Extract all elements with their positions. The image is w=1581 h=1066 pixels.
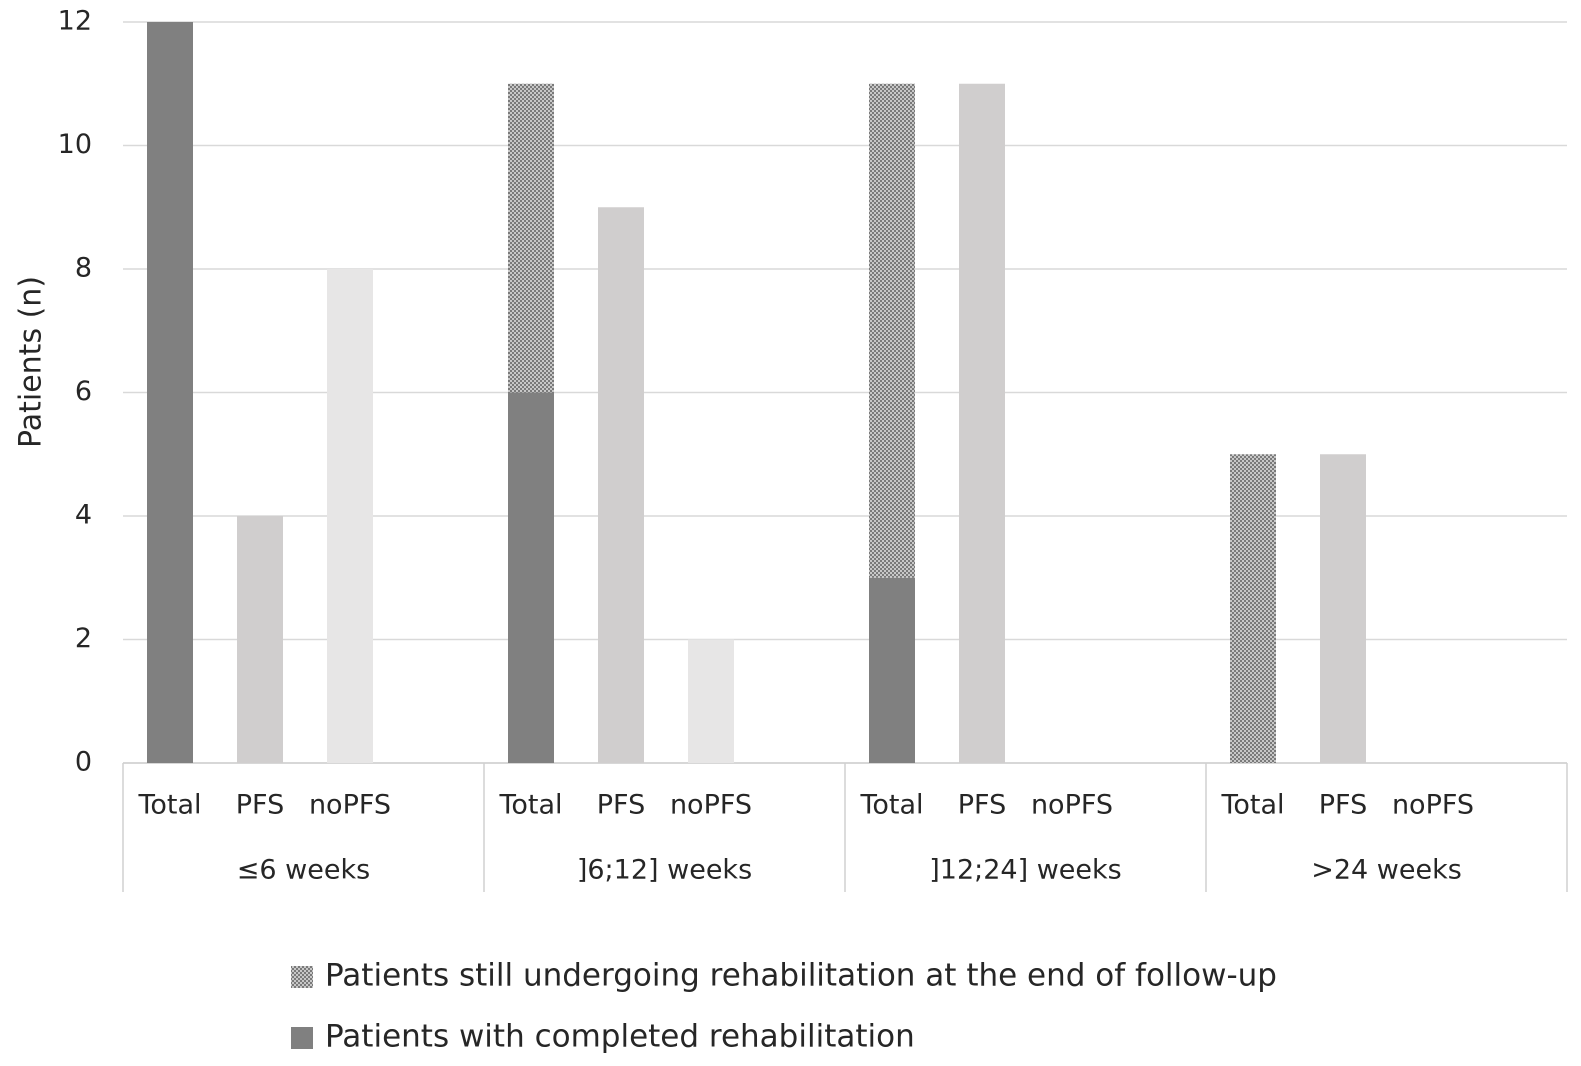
y-tick-label: 12 bbox=[58, 6, 92, 37]
legend-label: Patients with completed rehabilitation bbox=[325, 1019, 915, 1055]
bar bbox=[508, 83, 554, 393]
x-tick-label: PFS bbox=[236, 790, 284, 821]
bar bbox=[147, 22, 193, 763]
group-label: ≤6 weeks bbox=[237, 855, 370, 886]
x-tick-label: noPFS bbox=[309, 790, 391, 821]
legend-swatch bbox=[291, 1027, 313, 1049]
x-tick-label: Total bbox=[137, 790, 201, 821]
x-tick-label: noPFS bbox=[670, 790, 752, 821]
group-label: ]6;12] weeks bbox=[577, 855, 752, 886]
bar bbox=[959, 83, 1005, 763]
bar bbox=[688, 639, 734, 763]
y-tick-label: 10 bbox=[58, 129, 92, 160]
group-label: ]12;24] weeks bbox=[929, 855, 1121, 886]
bar bbox=[327, 269, 373, 763]
x-tick-label: Total bbox=[859, 790, 923, 821]
x-tick-label: noPFS bbox=[1392, 790, 1474, 821]
x-tick-label: Total bbox=[1220, 790, 1284, 821]
bar bbox=[869, 83, 915, 578]
x-tick-label: noPFS bbox=[1031, 790, 1113, 821]
y-tick-label: 6 bbox=[75, 376, 92, 407]
y-axis-title: Patients (n) bbox=[14, 276, 49, 448]
bar bbox=[1230, 454, 1276, 763]
bar bbox=[869, 577, 915, 763]
y-tick-label: 0 bbox=[75, 747, 92, 778]
bar bbox=[508, 392, 554, 763]
y-tick-label: 4 bbox=[75, 500, 92, 531]
y-tick-label: 8 bbox=[75, 253, 92, 284]
bar bbox=[1320, 454, 1366, 763]
bar bbox=[598, 207, 644, 763]
x-tick-label: PFS bbox=[1319, 790, 1367, 821]
x-tick-label: PFS bbox=[597, 790, 645, 821]
y-tick-label: 2 bbox=[75, 623, 92, 654]
bar bbox=[237, 516, 283, 763]
x-tick-label: PFS bbox=[958, 790, 1006, 821]
group-label: >24 weeks bbox=[1311, 855, 1462, 886]
legend-label: Patients still undergoing rehabilitation… bbox=[325, 958, 1277, 994]
legend-swatch bbox=[291, 966, 313, 988]
x-tick-label: Total bbox=[498, 790, 562, 821]
